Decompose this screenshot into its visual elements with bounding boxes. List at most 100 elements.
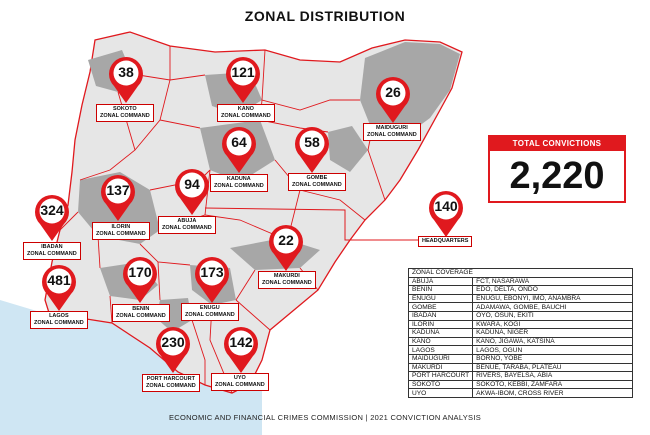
table-row: SOKOTO SOKOTO, KEBBI, ZAMFARA: [407, 379, 633, 390]
coverage-zone: ENUGU: [407, 293, 474, 304]
coverage-zone: IBADAN: [407, 310, 474, 321]
pin-gombe: 58: [292, 126, 332, 174]
headquarters-connector: [204, 207, 420, 241]
pin-uyo: 142: [221, 326, 261, 374]
coverage-states: LAGOS, OGUN: [472, 345, 633, 355]
map-pin-icon: [222, 126, 256, 173]
pin-count: 481: [47, 272, 71, 288]
coverage-states: ADAMAWA, GOMBE, BAUCHI: [472, 302, 633, 312]
pin-sokoto: 38: [106, 56, 146, 104]
pin-count: 140: [434, 198, 458, 214]
table-row: GOMBE ADAMAWA, GOMBE, BAUCHI: [407, 302, 633, 312]
coverage-states: ENUGU, EBONYI, IMO, ANAMBRA: [472, 293, 633, 304]
footer-text: ECONOMIC AND FINANCIAL CRIMES COMMISSION…: [168, 413, 482, 422]
table-row: MAKURDI BENUE, TARABA, PLATEAU: [407, 362, 633, 373]
coverage-states: FCT, NASARAWA: [472, 276, 633, 287]
map-pin-icon: [269, 224, 303, 271]
map-pin-icon: [42, 264, 76, 311]
pin-count: 38: [118, 64, 134, 80]
table-row: MAIDUGURI BORNO, YOBE: [407, 353, 633, 364]
pin-count: 324: [40, 202, 64, 218]
label-lagos: LAGOS ZONAL COMMAND: [30, 311, 88, 329]
coverage-states: RIVERS, BAYELSA, ABIA: [472, 371, 633, 381]
pin-ibadan: 324: [32, 194, 72, 242]
zonal-coverage-table: ZONAL COVERAGE ABUJA FCT, NASARAWA BENIN ED…: [407, 268, 633, 398]
map-pin-icon: [109, 56, 143, 103]
pin-ilorin: 137: [98, 174, 138, 222]
pin-count: 121: [231, 64, 255, 80]
map-pin-icon: [156, 326, 190, 373]
coverage-states: BENUE, TARABA, PLATEAU: [472, 362, 633, 373]
coverage-zone: MAKURDI: [407, 362, 474, 373]
coverage-states: AKWA-IBOM, CROSS RIVER: [472, 388, 633, 398]
label-port-harcourt: PORT HARCOURT ZONAL COMMAND: [142, 374, 200, 392]
map-pin-icon: [123, 256, 157, 303]
pin-makurdi: 22: [266, 224, 306, 272]
label-makurdi: MAKURDI ZONAL COMMAND: [258, 271, 316, 289]
pin-headquarters: 140: [426, 190, 466, 238]
label-ilorin: ILORIN ZONAL COMMAND: [92, 222, 150, 240]
table-row: ILORIN KWARA, KOGI: [407, 319, 633, 330]
pin-count: 26: [385, 84, 401, 100]
pin-lagos: 481: [39, 264, 79, 312]
label-uyo: UYO ZONAL COMMAND: [211, 373, 269, 391]
label-enugu: ENUGU ZONAL COMMAND: [181, 303, 239, 321]
map-pin-icon: [429, 190, 463, 237]
coverage-zone: SOKOTO: [407, 379, 474, 390]
coverage-states: SOKOTO, KEBBI, ZAMFARA: [472, 379, 633, 390]
label-maiduguri: MAIDUGURI ZONAL COMMAND: [363, 123, 421, 141]
pin-benin: 170: [120, 256, 160, 304]
sea-area: [0, 300, 262, 435]
coverage-zone: PORT HARCOURT: [407, 371, 474, 381]
label-sokoto: SOKOTO ZONAL COMMAND: [96, 104, 154, 122]
coverage-states: KANO, JIGAWA, KATSINA: [472, 336, 633, 347]
coverage-zone: UYO: [407, 388, 474, 398]
pin-count: 173: [200, 264, 224, 280]
coverage-zone: KADUNA: [407, 328, 474, 338]
pin-count: 142: [229, 334, 253, 350]
coverage-zone: MAIDUGURI: [407, 353, 474, 364]
table-row: ABUJA FCT, NASARAWA: [407, 276, 633, 287]
shaded-state: [360, 42, 460, 140]
total-convictions-title: TOTAL CONVICTIONS: [490, 137, 624, 151]
table-row: BENIN EDO, DELTA, ONDO: [407, 285, 633, 295]
map-pin-icon: [376, 76, 410, 123]
coverage-states: KWARA, KOGI: [472, 319, 633, 330]
pin-count: 230: [161, 334, 185, 350]
label-ibadan: IBADAN ZONAL COMMAND: [23, 242, 81, 260]
table-header-row: ZONAL COVERAGE: [408, 268, 633, 278]
label-benin: BENIN ZONAL COMMAND: [112, 304, 170, 322]
coverage-states: KADUNA, NIGER: [472, 328, 633, 338]
pin-count: 137: [106, 182, 130, 198]
label-kaduna: KADUNA ZONAL COMMAND: [210, 174, 268, 192]
pin-count: 170: [128, 264, 152, 280]
pin-count: 64: [231, 134, 247, 150]
coverage-zone: KANO: [407, 336, 474, 347]
pin-kano: 121: [223, 56, 263, 104]
map-pin-icon: [195, 256, 229, 303]
pin-count: 94: [184, 176, 200, 192]
coverage-zone: ABUJA: [407, 276, 474, 287]
table-row: PORT HARCOURT RIVERS, BAYELSA, ABIA: [407, 371, 633, 381]
coverage-zone: GOMBE: [407, 302, 474, 312]
map-pin-icon: [35, 194, 69, 241]
map-pin-icon: [295, 126, 329, 173]
label-gombe: GOMBE ZONAL COMMAND: [288, 173, 346, 191]
pin-enugu: 173: [192, 256, 232, 304]
table-row: ENUGU ENUGU, EBONYI, IMO, ANAMBRA: [407, 293, 633, 304]
table-row: LAGOS LAGOS, OGUN: [407, 345, 633, 355]
coverage-states: EDO, DELTA, ONDO: [472, 285, 633, 295]
table-row: KANO KANO, JIGAWA, KATSINA: [407, 336, 633, 347]
map-pin-icon: [101, 174, 135, 221]
coverage-zone: LAGOS: [407, 345, 474, 355]
shaded-state: [328, 126, 368, 172]
pin-maiduguri: 26: [373, 76, 413, 124]
map-pin-icon: [226, 56, 260, 103]
map-pin-icon: [175, 168, 209, 215]
page-title: ZONAL DISTRIBUTION: [244, 8, 406, 24]
label-kano: KANO ZONAL COMMAND: [217, 104, 275, 122]
map-pin-icon: [224, 326, 258, 373]
label-abuja: ABUJA ZONAL COMMAND: [158, 216, 216, 234]
coverage-zone: BENIN: [407, 285, 474, 295]
coverage-states: OYO, OSUN, EKITI: [472, 310, 633, 321]
